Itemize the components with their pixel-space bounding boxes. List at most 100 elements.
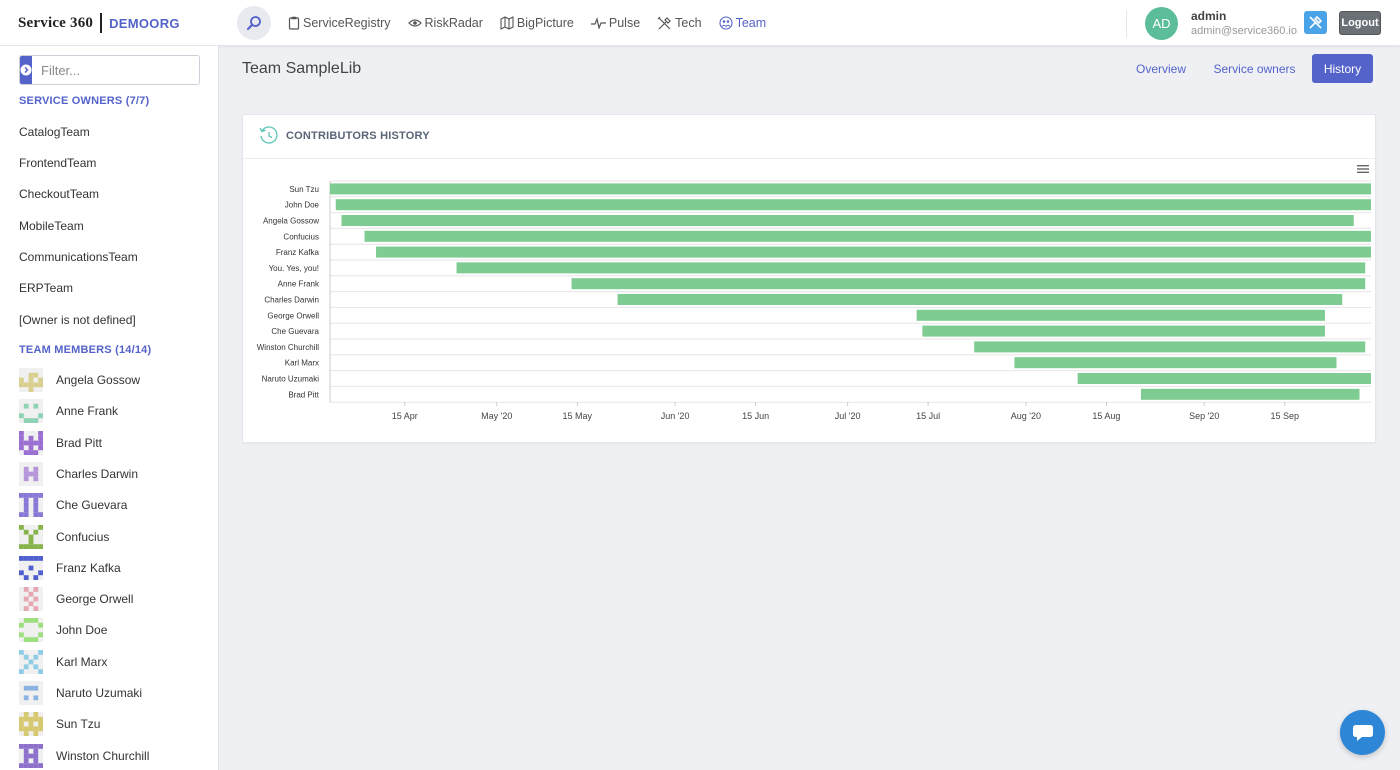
chevron-right-circle-icon	[20, 64, 32, 76]
timeline-bar	[330, 183, 1371, 195]
y-axis-label: Naruto Uzumaki	[262, 375, 320, 384]
nav-item-tech[interactable]: Tech	[657, 16, 702, 31]
owner-item[interactable]: [Owner is not defined]	[19, 313, 136, 327]
map-icon	[500, 16, 514, 30]
identicon-avatar	[19, 743, 43, 768]
identicon-avatar	[19, 681, 43, 705]
y-axis-label: Confucius	[283, 232, 319, 241]
filter-box	[19, 55, 200, 85]
chat-bubble-icon	[1352, 724, 1373, 741]
admin-tools-button[interactable]	[1304, 11, 1327, 34]
timeline-bar	[376, 246, 1371, 258]
owner-item[interactable]: CatalogTeam	[19, 125, 90, 139]
team-member-item[interactable]: Naruto Uzumaki	[19, 681, 142, 705]
filter-toggle-button[interactable]	[20, 56, 32, 84]
x-axis-tick-label: 15 May	[563, 411, 593, 421]
nav-item-riskradar[interactable]: RiskRadar	[407, 16, 483, 30]
team-member-name: Angela Gossow	[56, 373, 141, 387]
x-axis-tick-label: May '20	[481, 411, 512, 421]
identicon-avatar	[19, 524, 43, 549]
team-member-item[interactable]: Sun Tzu	[19, 712, 100, 737]
eye-icon	[407, 19, 422, 27]
team-member-item[interactable]: Anne Frank	[19, 399, 119, 424]
tab-service-owners[interactable]: Service owners	[1213, 61, 1296, 76]
history-icon	[259, 126, 278, 144]
owner-item[interactable]: MobileTeam	[19, 219, 84, 233]
x-axis-tick-label: 15 Jun	[742, 411, 769, 421]
card-header: CONTRIBUTORS HISTORY	[243, 115, 1375, 159]
x-axis-tick-label: 15 Aug	[1092, 411, 1120, 421]
team-member-item[interactable]: George Orwell	[19, 587, 134, 612]
identicon-avatar	[19, 555, 43, 580]
identicon-avatar	[19, 430, 43, 455]
identicon-avatar	[19, 618, 43, 643]
team-member-name: George Orwell	[56, 592, 134, 607]
y-axis-label: Brad Pitt	[288, 390, 319, 399]
timeline-bar	[974, 341, 1366, 353]
chart-menu-icon[interactable]	[1356, 163, 1370, 175]
team-member-item[interactable]: John Doe	[19, 618, 107, 643]
logout-button[interactable]: Logout	[1339, 11, 1381, 35]
tools-icon	[657, 16, 672, 29]
timeline-bar	[1014, 357, 1337, 369]
chat-button[interactable]	[1340, 710, 1385, 755]
identicon-avatar	[19, 399, 43, 424]
team-member-item[interactable]: Confucius	[19, 524, 109, 549]
timeline-bar	[456, 262, 1366, 274]
navbar-divider	[1126, 10, 1127, 38]
y-axis-label: Anne Frank	[278, 280, 320, 289]
team-member-item[interactable]: Winston Churchill	[19, 743, 149, 768]
team-member-name: Anne Frank	[56, 404, 119, 419]
search-button[interactable]	[237, 6, 271, 40]
user-name: admin	[1191, 9, 1227, 23]
team-member-item[interactable]: Karl Marx	[19, 649, 108, 674]
identicon-avatar	[19, 649, 43, 674]
x-axis-tick-label: 15 Sep	[1270, 411, 1299, 421]
owner-item[interactable]: CommunicationsTeam	[19, 250, 138, 264]
owner-item[interactable]: CheckoutTeam	[19, 187, 100, 201]
y-axis-label: Winston Churchill	[257, 343, 319, 352]
timeline-bar	[364, 230, 1371, 242]
team-member-name: Charles Darwin	[56, 466, 139, 481]
identicon-avatar	[19, 493, 43, 518]
user-email: admin@service360.io	[1191, 25, 1297, 37]
nav-label: BigPicture	[516, 16, 574, 30]
page-title: Team SampleLib	[242, 60, 362, 77]
y-axis-label: Che Guevara	[271, 327, 319, 336]
y-axis-label: John Doe	[285, 201, 320, 210]
logo-divider	[100, 13, 103, 33]
team-member-name: Karl Marx	[56, 654, 108, 669]
nav-item-team[interactable]: Team	[719, 16, 767, 30]
team-member-name: Che Guevara	[56, 498, 128, 513]
pulse-icon	[590, 17, 606, 29]
filter-input[interactable]	[32, 56, 199, 84]
timeline-bar	[922, 325, 1325, 337]
team-member-item[interactable]: Che Guevara	[19, 493, 128, 518]
service-owners-heading[interactable]: SERVICE OWNERS (7/7)	[19, 95, 150, 107]
avatar[interactable]: AD	[1145, 7, 1178, 40]
team-member-item[interactable]: Brad Pitt	[19, 430, 102, 455]
owner-item[interactable]: FrontendTeam	[19, 156, 97, 170]
y-axis-label: Franz Kafka	[276, 248, 320, 257]
tab-history[interactable]: History	[1312, 54, 1373, 83]
nav-label: Team	[735, 16, 767, 30]
team-member-item[interactable]: Angela Gossow	[19, 368, 140, 392]
timeline-bar	[341, 215, 1354, 226]
search-icon	[246, 16, 261, 31]
team-member-item[interactable]: Franz Kafka	[19, 555, 121, 580]
nav-item-pulse[interactable]: Pulse	[590, 16, 640, 30]
x-axis-tick-label: Aug '20	[1011, 411, 1041, 421]
contributors-timeline-chart: Sun Tzu John Doe Angela Gossow Confucius Fra…	[257, 180, 1372, 421]
team-member-item[interactable]: Charles Darwin	[19, 461, 139, 486]
sidebar: SERVICE OWNERS (7/7) CatalogTeam Fronten…	[0, 46, 219, 770]
nav-item-serviceregistry[interactable]: ServiceRegistry	[288, 16, 391, 30]
team-member-name: Franz Kafka	[56, 560, 121, 575]
card-title: CONTRIBUTORS HISTORY	[286, 130, 430, 142]
owner-item[interactable]: ERPTeam	[19, 281, 74, 295]
team-members-heading[interactable]: TEAM MEMBERS (14/14)	[19, 344, 152, 356]
timeline-bar	[1140, 388, 1360, 400]
nav-item-bigpicture[interactable]: BigPicture	[500, 16, 574, 30]
logo[interactable]: Service 360 DEMOORG	[18, 12, 180, 34]
timeline-bar	[1077, 373, 1371, 384]
tab-overview[interactable]: Overview	[1135, 61, 1186, 76]
